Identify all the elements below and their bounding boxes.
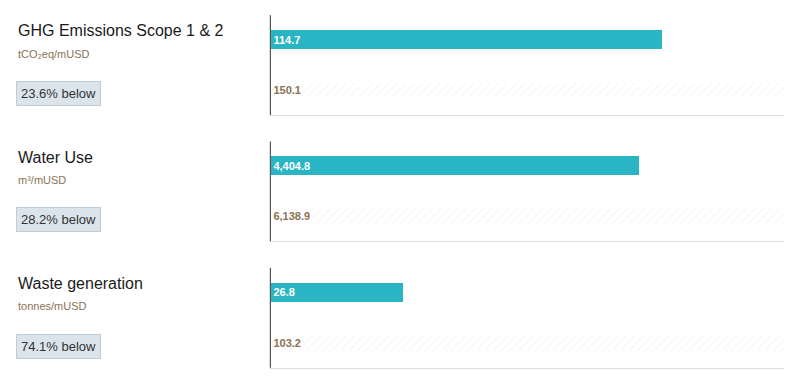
svg-text:28.2% below: 28.2% below	[21, 212, 96, 227]
svg-text:tCO₂eq/mUSD: tCO₂eq/mUSD	[18, 48, 90, 60]
svg-text:4,404.8: 4,404.8	[273, 160, 310, 172]
svg-text:150.1: 150.1	[273, 84, 301, 96]
svg-text:74.1% below: 74.1% below	[21, 339, 96, 354]
svg-text:GHG Emissions Scope 1 & 2: GHG Emissions Scope 1 & 2	[18, 22, 224, 39]
svg-text:tonnes/mUSD: tonnes/mUSD	[18, 300, 87, 312]
svg-text:114.7: 114.7	[273, 34, 300, 46]
svg-text:26.8: 26.8	[273, 286, 294, 298]
svg-text:6,138.9: 6,138.9	[273, 210, 310, 222]
svg-text:103.2: 103.2	[273, 337, 301, 349]
svg-text:23.6% below: 23.6% below	[21, 86, 96, 101]
svg-text:Water Use: Water Use	[18, 149, 93, 166]
svg-text:Waste generation: Waste generation	[18, 275, 143, 292]
svg-text:m³/mUSD: m³/mUSD	[18, 174, 66, 186]
